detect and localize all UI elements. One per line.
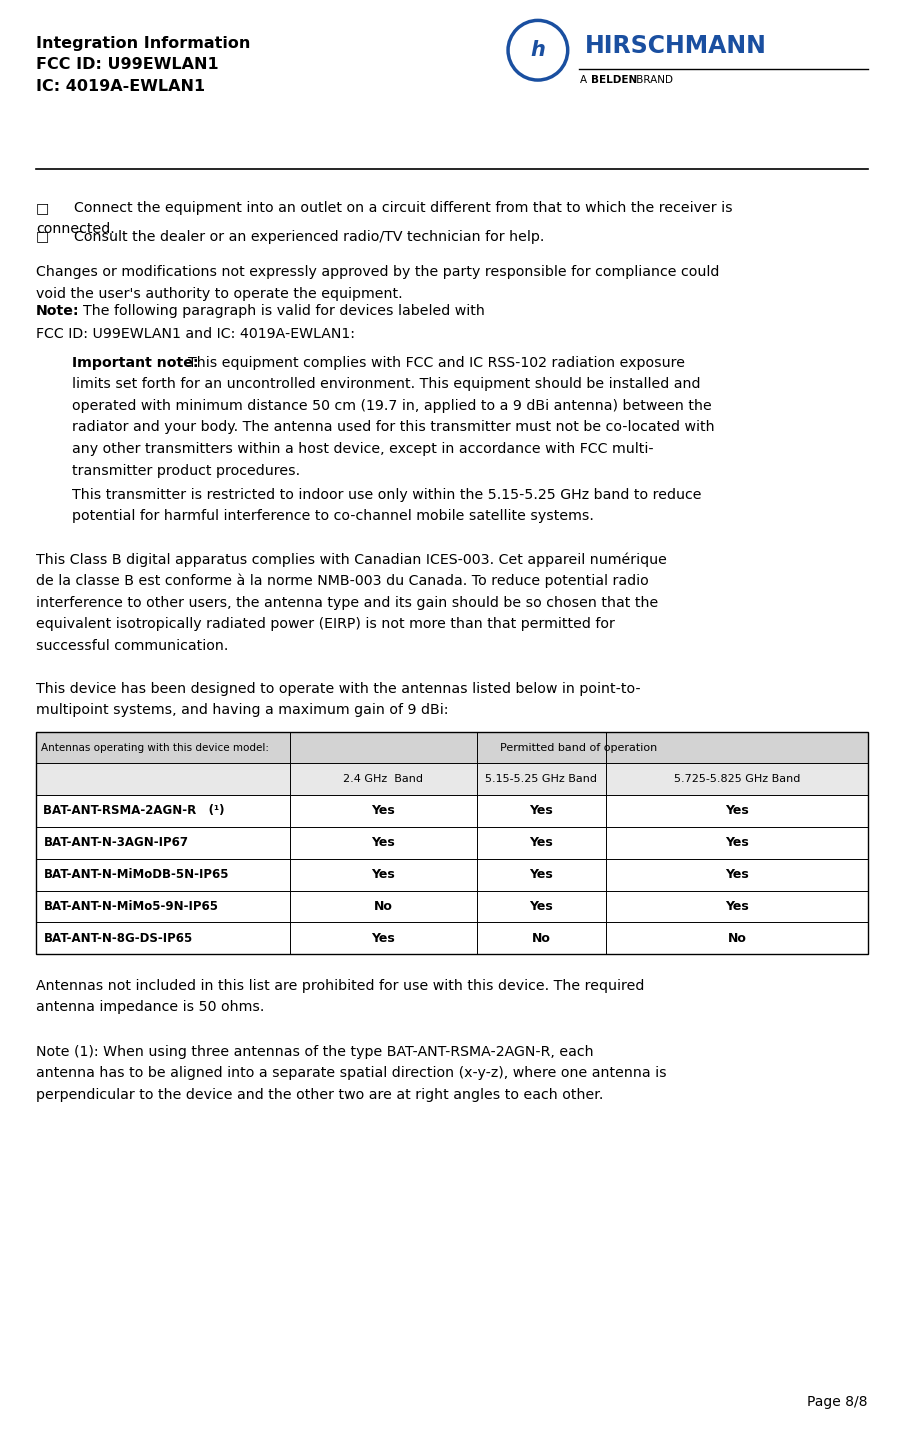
Text: limits set forth for an uncontrolled environment. This equipment should be insta: limits set forth for an uncontrolled env… (72, 377, 700, 392)
Text: Consult the dealer or an experienced radio/TV technician for help.: Consult the dealer or an experienced rad… (74, 230, 544, 244)
Text: Important note:: Important note: (72, 356, 199, 370)
Text: This transmitter is restricted to indoor use only within the 5.15-5.25 GHz band : This transmitter is restricted to indoor… (72, 488, 701, 502)
Text: BELDEN: BELDEN (591, 75, 637, 85)
Text: Changes or modifications not expressly approved by the party responsible for com: Changes or modifications not expressly a… (36, 265, 719, 280)
Text: BAT-ANT-N-MiMoDB-5N-IP65: BAT-ANT-N-MiMoDB-5N-IP65 (43, 868, 228, 881)
Text: Antennas not included in this list are prohibited for use with this device. The : Antennas not included in this list are p… (36, 979, 644, 993)
Text: The following paragraph is valid for devices labeled with: The following paragraph is valid for dev… (83, 304, 485, 319)
Text: This equipment complies with FCC and IC RSS-102 radiation exposure: This equipment complies with FCC and IC … (188, 356, 684, 370)
Text: Yes: Yes (371, 931, 395, 944)
Text: equivalent isotropically radiated power (EIRP) is not more than that permitted f: equivalent isotropically radiated power … (36, 617, 614, 631)
Text: perpendicular to the device and the other two are at right angles to each other.: perpendicular to the device and the othe… (36, 1088, 603, 1102)
Text: any other transmitters within a host device, except in accordance with FCC multi: any other transmitters within a host dev… (72, 442, 653, 456)
Text: Note (1): When using three antennas of the type BAT-ANT-RSMA-2AGN-R, each: Note (1): When using three antennas of t… (36, 1045, 593, 1059)
Text: Connect the equipment into an outlet on a circuit different from that to which t: Connect the equipment into an outlet on … (74, 201, 732, 215)
Text: Yes: Yes (371, 837, 395, 850)
Text: BAT-ANT-RSMA-2AGN-R   (¹): BAT-ANT-RSMA-2AGN-R (¹) (43, 805, 225, 818)
Text: IC: 4019A-EWLAN1: IC: 4019A-EWLAN1 (36, 79, 205, 93)
Text: transmitter product procedures.: transmitter product procedures. (72, 464, 300, 478)
Text: Yes: Yes (724, 868, 748, 881)
Text: connected.: connected. (36, 222, 115, 237)
Text: Yes: Yes (529, 900, 553, 913)
Text: No: No (727, 931, 746, 944)
Text: Yes: Yes (529, 805, 553, 818)
Text: Yes: Yes (724, 900, 748, 913)
Text: h: h (530, 40, 545, 60)
Bar (36, 732, 867, 763)
Text: antenna impedance is 50 ohms.: antenna impedance is 50 ohms. (36, 1000, 265, 1015)
Bar (36, 763, 867, 795)
Text: Antennas operating with this device model:: Antennas operating with this device mode… (41, 743, 268, 752)
Text: Permitted band of operation: Permitted band of operation (499, 743, 656, 752)
Text: □: □ (36, 230, 50, 244)
Text: Page 8/8: Page 8/8 (806, 1395, 867, 1409)
Text: Note:: Note: (36, 304, 79, 319)
Bar (36, 732, 867, 954)
Text: FCC ID: U99EWLAN1 and IC: 4019A-EWLAN1:: FCC ID: U99EWLAN1 and IC: 4019A-EWLAN1: (36, 327, 355, 342)
Text: antenna has to be aligned into a separate spatial direction (x-y-z), where one a: antenna has to be aligned into a separat… (36, 1066, 666, 1081)
Text: BAT-ANT-N-8G-DS-IP65: BAT-ANT-N-8G-DS-IP65 (43, 931, 192, 944)
Text: potential for harmful interference to co-channel mobile satellite systems.: potential for harmful interference to co… (72, 509, 593, 524)
Text: Yes: Yes (371, 805, 395, 818)
Text: A: A (580, 75, 590, 85)
Text: void the user's authority to operate the equipment.: void the user's authority to operate the… (36, 287, 403, 301)
Text: 5.725-5.825 GHz Band: 5.725-5.825 GHz Band (673, 775, 799, 784)
Text: This device has been designed to operate with the antennas listed below in point: This device has been designed to operate… (36, 682, 640, 696)
Text: Yes: Yes (529, 837, 553, 850)
Text: Yes: Yes (724, 837, 748, 850)
Text: 5.15-5.25 GHz Band: 5.15-5.25 GHz Band (485, 775, 597, 784)
Text: No: No (374, 900, 393, 913)
Text: interference to other users, the antenna type and its gain should be so chosen t: interference to other users, the antenna… (36, 596, 657, 610)
Text: Yes: Yes (371, 868, 395, 881)
Text: de la classe B est conforme à la norme NMB-003 du Canada. To reduce potential ra: de la classe B est conforme à la norme N… (36, 574, 648, 588)
Text: No: No (531, 931, 550, 944)
Text: Integration Information: Integration Information (36, 36, 250, 50)
Text: This Class B digital apparatus complies with Canadian ICES-003. Cet appareil num: This Class B digital apparatus complies … (36, 552, 666, 567)
Text: HIRSCHMANN: HIRSCHMANN (584, 34, 766, 59)
Text: Yes: Yes (724, 805, 748, 818)
Text: FCC ID: U99EWLAN1: FCC ID: U99EWLAN1 (36, 57, 219, 72)
Text: successful communication.: successful communication. (36, 639, 228, 653)
Text: □: □ (36, 201, 50, 215)
Text: multipoint systems, and having a maximum gain of 9 dBi:: multipoint systems, and having a maximum… (36, 703, 448, 718)
Text: Yes: Yes (529, 868, 553, 881)
Text: operated with minimum distance 50 cm (19.7 in, applied to a 9 dBi antenna) betwe: operated with minimum distance 50 cm (19… (72, 399, 712, 413)
Text: radiator and your body. The antenna used for this transmitter must not be co-loc: radiator and your body. The antenna used… (72, 420, 714, 435)
Text: 2.4 GHz  Band: 2.4 GHz Band (343, 775, 423, 784)
Text: BAT-ANT-N-MiMo5-9N-IP65: BAT-ANT-N-MiMo5-9N-IP65 (43, 900, 219, 913)
Text: BAT-ANT-N-3AGN-IP67: BAT-ANT-N-3AGN-IP67 (43, 837, 188, 850)
Text: BRAND: BRAND (632, 75, 672, 85)
